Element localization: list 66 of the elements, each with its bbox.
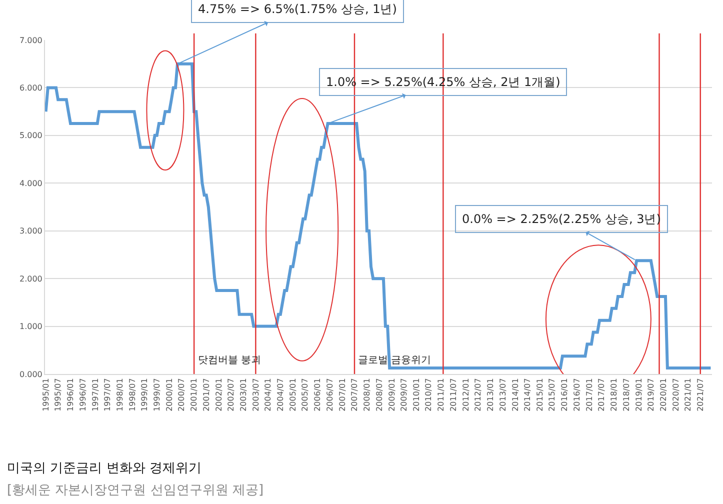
annotation: 4.75% => 6.5%(1.75% 상승, 1년)	[198, 2, 397, 16]
x-tick-label: 1997/07	[103, 378, 112, 412]
x-tick-label: 1999/07	[152, 378, 162, 412]
x-tick-label: 2015/07	[548, 378, 557, 412]
x-tick-label: 2016/07	[572, 378, 582, 412]
y-tick-label: 0.000	[19, 370, 42, 379]
x-tick-label: 2019/07	[646, 378, 656, 412]
x-tick-label: 2001/07	[202, 378, 211, 412]
x-tick-label: 2006/07	[325, 378, 334, 412]
x-tick-label: 1996/07	[78, 378, 88, 412]
y-tick-label: 6.000	[19, 84, 42, 93]
x-tick-label: 2003/01	[239, 378, 248, 412]
x-tick-label: 2021/01	[684, 378, 693, 412]
x-tick-label: 2005/07	[300, 378, 310, 412]
x-tick-label: 2003/07	[251, 378, 260, 412]
x-tick-label: 1996/01	[66, 378, 76, 412]
x-tick-label: 2002/01	[214, 378, 224, 412]
x-tick-label: 2014/07	[523, 378, 532, 412]
x-tick-label: 2012/07	[474, 378, 483, 412]
y-tick-label: 5.000	[19, 131, 42, 140]
x-tick-label: 1997/01	[90, 378, 100, 412]
y-tick-label: 1.000	[19, 322, 42, 332]
y-tick-label: 3.000	[19, 226, 42, 236]
y-tick-label: 7.000	[19, 36, 42, 45]
x-tick-label: 2004/07	[276, 378, 286, 412]
x-tick-label: 1999/01	[140, 378, 150, 412]
x-tick-label: 2004/01	[264, 378, 273, 412]
x-tick-label: 1995/07	[54, 378, 63, 412]
x-tick-label: 2002/07	[226, 378, 236, 412]
x-tick-label: 1995/01	[41, 378, 50, 412]
x-tick-label: 2013/07	[498, 378, 508, 412]
text: [황세운 자본시장연구원 선임연구위원 제공]	[7, 483, 264, 498]
x-tick-label: 2010/07	[424, 378, 434, 412]
x-tick-label: 1998/01	[116, 378, 125, 412]
x-tick-label: 2014/01	[510, 378, 520, 412]
x-tick-label: 2007/07	[350, 378, 360, 412]
x-tick-label: 2012/01	[461, 378, 470, 412]
x-tick-label: 2011/07	[448, 378, 458, 412]
y-tick-label: 4.000	[19, 178, 42, 188]
x-tick-label: 2008/07	[374, 378, 384, 412]
x-tick-label: 2019/01	[634, 378, 644, 412]
x-tick-label: 2020/07	[671, 378, 680, 412]
x-tick-label: 2021/07	[696, 378, 705, 412]
x-tick-label: 2020/01	[658, 378, 668, 412]
y-tick-label: 2.000	[19, 274, 42, 284]
x-tick-label: 1998/07	[128, 378, 137, 412]
x-tick-label: 2017/01	[584, 378, 594, 412]
x-tick-label: 2009/01	[387, 378, 396, 412]
x-tick-label: 2009/07	[400, 378, 409, 412]
x-tick-label: 2010/01	[412, 378, 421, 412]
x-tick-label: 2007/01	[338, 378, 347, 412]
ref-line-label: 글로벌 금융위기	[358, 355, 432, 366]
x-tick-label: 2016/01	[560, 378, 570, 412]
x-tick-label: 2018/01	[610, 378, 619, 412]
x-tick-label: 2013/01	[486, 378, 496, 412]
x-tick-label: 2005/01	[288, 378, 298, 412]
x-tick-label: 2018/07	[622, 378, 631, 412]
x-tick-label: 2017/07	[597, 378, 606, 412]
x-tick-label: 2000/07	[177, 378, 186, 412]
x-tick-label: 2006/01	[313, 378, 322, 412]
x-tick-label: 2008/01	[362, 378, 372, 412]
x-tick-label: 2011/01	[436, 378, 446, 412]
text: 미국의 기준금리 변화와 경제위기	[7, 461, 202, 476]
x-tick-label: 2015/01	[535, 378, 544, 412]
x-tick-label: 2001/01	[190, 378, 199, 412]
x-tick-label: 2000/01	[164, 378, 174, 412]
